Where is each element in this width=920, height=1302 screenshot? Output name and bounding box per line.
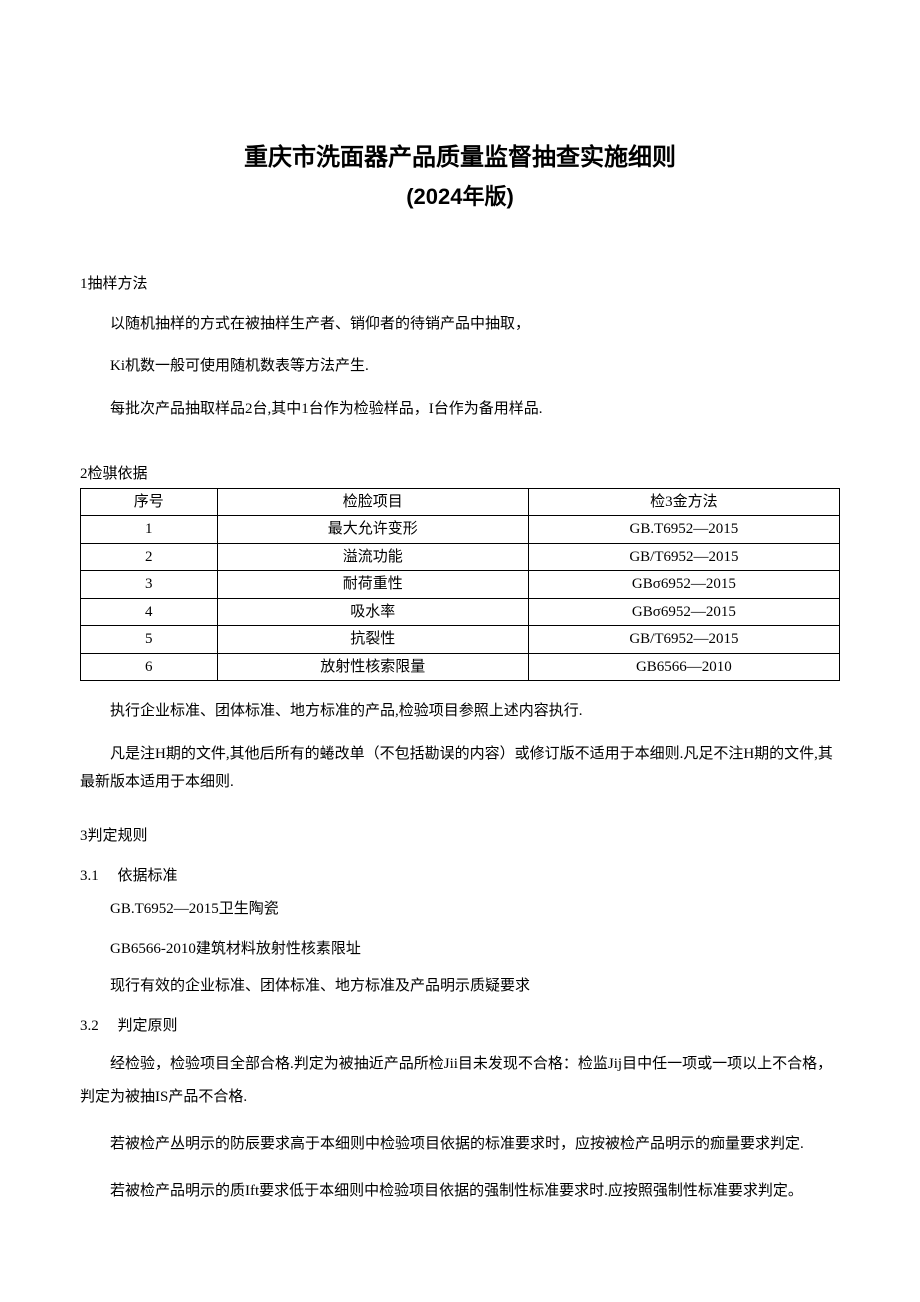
cell-seq: 2: [81, 543, 218, 571]
s1-p2: Ki机数一般可使用随机数表等方法产生.: [80, 352, 840, 381]
doc-subtitle: (2024年版): [80, 180, 840, 213]
s32-p3: 若被检产品明示的质Ift要求低于本细则中检验项目依据的强制性标准要求时.应按照强…: [80, 1175, 840, 1208]
cell-method: GB/T6952—2015: [528, 626, 839, 654]
cell-seq: 3: [81, 571, 218, 599]
cell-seq: 6: [81, 653, 218, 681]
cell-method: GBσ6952—2015: [528, 598, 839, 626]
s31-label: 3.1: [80, 865, 99, 888]
s31-l2: GB6566-2010建筑材料放射性核素限址: [80, 938, 840, 961]
cell-item: 抗裂性: [217, 626, 528, 654]
table-row: 2 溢流功能 GB/T6952—2015: [81, 543, 840, 571]
cell-item: 溢流功能: [217, 543, 528, 571]
cell-method: GBσ6952—2015: [528, 571, 839, 599]
s32-p2: 若被检产丛明示的防辰要求高于本细则中检验项目依据的标准要求时，应按被检产品明示的…: [80, 1128, 840, 1161]
th-seq: 序号: [81, 488, 218, 516]
cell-method: GB.T6952—2015: [528, 516, 839, 544]
section-3-heading: 3判定规则: [80, 825, 840, 848]
doc-title: 重庆市洗面器产品质量监督抽查实施细则: [80, 140, 840, 176]
subsection-3-1: 3.1 依据标准: [80, 865, 840, 888]
table-row: 3 耐荷重性 GBσ6952—2015: [81, 571, 840, 599]
s32-p1: 经检验，检验项目全部合格.判定为被抽近产品所检Jii目未发现不合格：检监Jij目…: [80, 1048, 840, 1114]
s31-l3: 现行有效的企业标准、团体标准、地方标准及产品明示质疑要求: [80, 975, 840, 998]
s32-label: 3.2: [80, 1015, 99, 1038]
cell-item: 最大允许变形: [217, 516, 528, 544]
s31-title: 依据标准: [118, 868, 178, 884]
subsection-3-2: 3.2 判定原则: [80, 1015, 840, 1038]
inspection-table: 序号 检脸项目 检3金方法 1 最大允许变形 GB.T6952—2015 2 溢…: [80, 488, 840, 682]
th-item: 检脸项目: [217, 488, 528, 516]
cell-seq: 4: [81, 598, 218, 626]
cell-item: 放射性核索限量: [217, 653, 528, 681]
cell-method: GB/T6952—2015: [528, 543, 839, 571]
th-method: 检3金方法: [528, 488, 839, 516]
section-1-heading: 1抽样方法: [80, 273, 840, 296]
table-row: 4 吸水率 GBσ6952—2015: [81, 598, 840, 626]
table-row: 1 最大允许变形 GB.T6952—2015: [81, 516, 840, 544]
s1-p3: 每批次产品抽取样品2台,其中1台作为检验样品，I台作为备用样品.: [80, 395, 840, 424]
cell-item: 耐荷重性: [217, 571, 528, 599]
s31-l1: GB.T6952—2015卫生陶瓷: [80, 898, 840, 921]
s1-p1: 以随机抽样的方式在被抽样生产者、销仰者的待销产品中抽取，: [80, 310, 840, 339]
cell-seq: 5: [81, 626, 218, 654]
cell-seq: 1: [81, 516, 218, 544]
cell-item: 吸水率: [217, 598, 528, 626]
cell-method: GB6566—2010: [528, 653, 839, 681]
table-row: 6 放射性核索限量 GB6566—2010: [81, 653, 840, 681]
s32-title: 判定原则: [118, 1018, 178, 1034]
table-row: 5 抗裂性 GB/T6952—2015: [81, 626, 840, 654]
s2-p2: 凡是注H期的文件,其他后所有的蜷改单（不包括勘误的内容）或修订版不适用于本细则.…: [80, 740, 840, 797]
table-header-row: 序号 检脸项目 检3金方法: [81, 488, 840, 516]
section-2-heading: 2检骐依据: [80, 463, 840, 486]
s2-p1: 执行企业标准、团体标准、地方标准的产品,检验项目参照上述内容执行.: [80, 697, 840, 726]
